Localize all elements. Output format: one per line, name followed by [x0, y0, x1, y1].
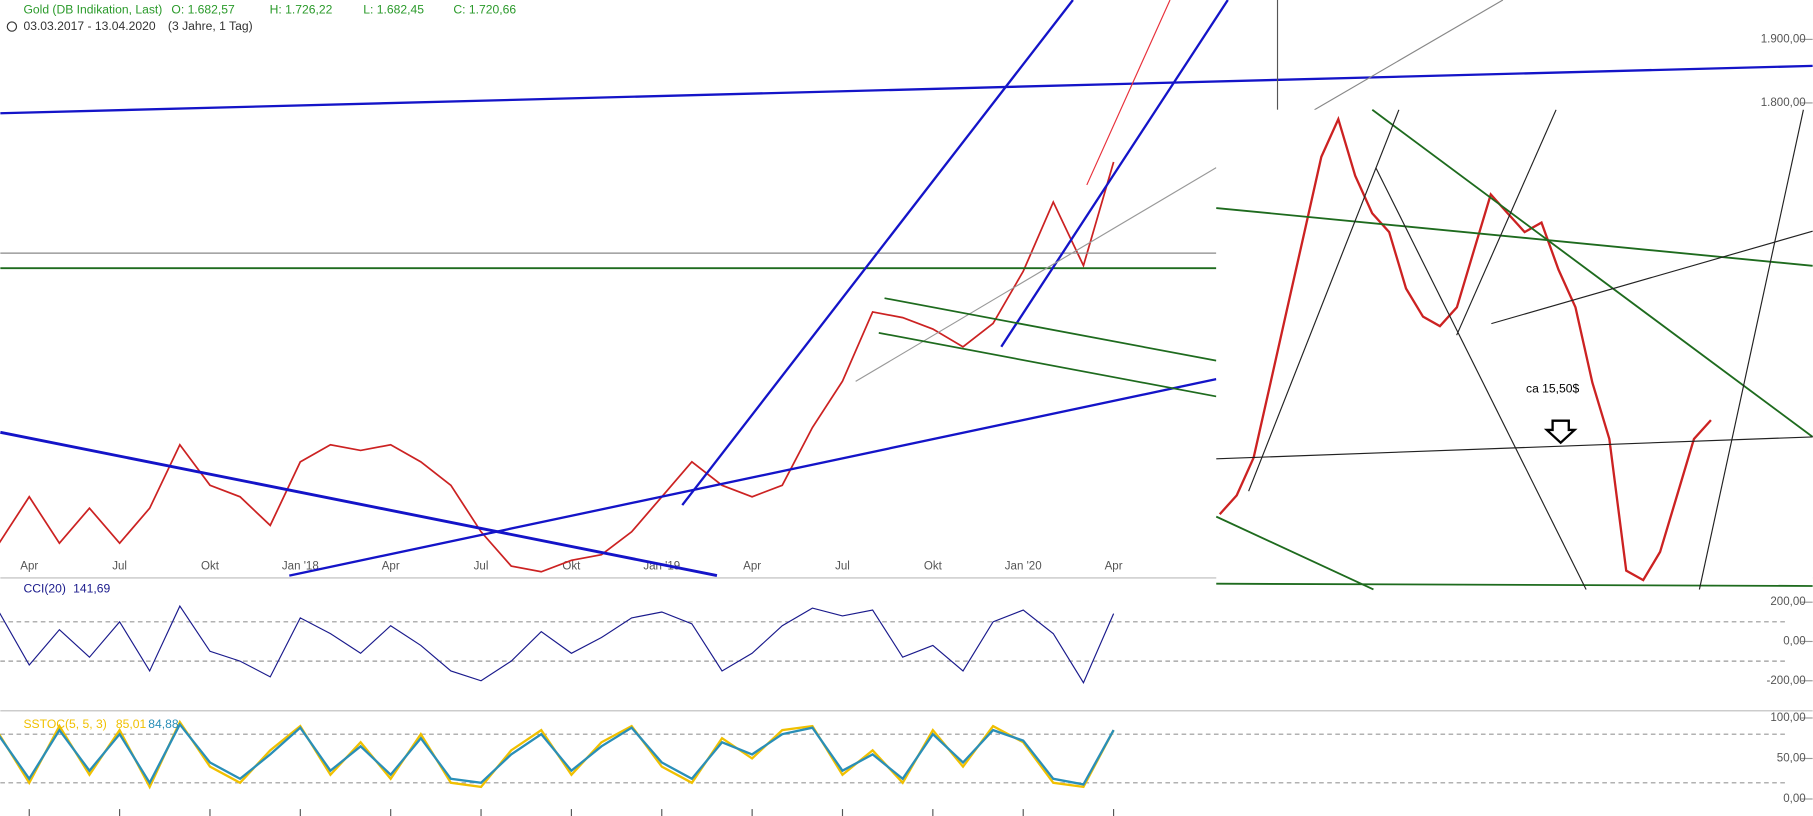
y-tick-label: 100,00 — [1770, 712, 1805, 724]
y-tick-label: 0,00 — [1783, 793, 1805, 805]
x-tick-label: Apr — [382, 560, 400, 572]
clock-icon — [6, 21, 18, 32]
y-tick-label: 200,00 — [1770, 596, 1805, 608]
stoch-line — [0, 722, 1115, 786]
y-tick-label: 1.800,00 — [1761, 97, 1806, 109]
low: L: 1.682,45 — [363, 3, 424, 17]
trend-lines — [0, 0, 1813, 578]
cci-readout: 141,69 — [73, 582, 110, 596]
open: O: 1.682,57 — [171, 3, 235, 17]
price-line — [0, 161, 1115, 573]
x-tick-label: Jan '20 — [1005, 560, 1042, 572]
x-tick-label: Okt — [201, 560, 220, 572]
close: C: 1.720,66 — [453, 3, 516, 17]
inset-panel — [1216, 109, 1813, 590]
x-tick-label: Jul — [112, 560, 127, 572]
x-tick-label: Apr — [1105, 560, 1123, 572]
y-tick-label: 0,00 — [1783, 636, 1805, 648]
inset-trend-lines — [1215, 109, 1813, 591]
stoch-readout: 85,01 — [116, 717, 147, 731]
instrument-title: Gold (DB Indikation, Last) — [23, 3, 162, 17]
x-tick-label: Jan '18 — [282, 560, 319, 572]
period: 03.03.2017 - 13.04.2020 — [23, 19, 155, 33]
x-tick-label: Jul — [474, 560, 489, 572]
y-tick-label: 50,00 — [1777, 753, 1806, 765]
x-tick-label: Okt — [562, 560, 581, 572]
cci-title: CCI(20) — [23, 582, 65, 596]
x-tick-label: Apr — [743, 560, 761, 572]
high: H: 1.726,22 — [270, 3, 333, 17]
x-tick-label: Okt — [924, 560, 943, 572]
x-tick-label: Apr — [20, 560, 38, 572]
stoch-title: SSTOC(5, 5, 3) — [23, 717, 106, 731]
inset-price-line — [1218, 115, 1712, 582]
span: (3 Jahre, 1 Tag) — [168, 19, 253, 33]
annotation: ca 15,50$ — [1526, 382, 1580, 396]
y-tick-label: -200,00 — [1767, 675, 1806, 687]
cci-line — [0, 604, 1115, 684]
y-tick-label: 1.900,00 — [1761, 33, 1806, 45]
x-tick-label: Jul — [835, 560, 850, 572]
stoch-readout: 84,88 — [148, 717, 179, 731]
